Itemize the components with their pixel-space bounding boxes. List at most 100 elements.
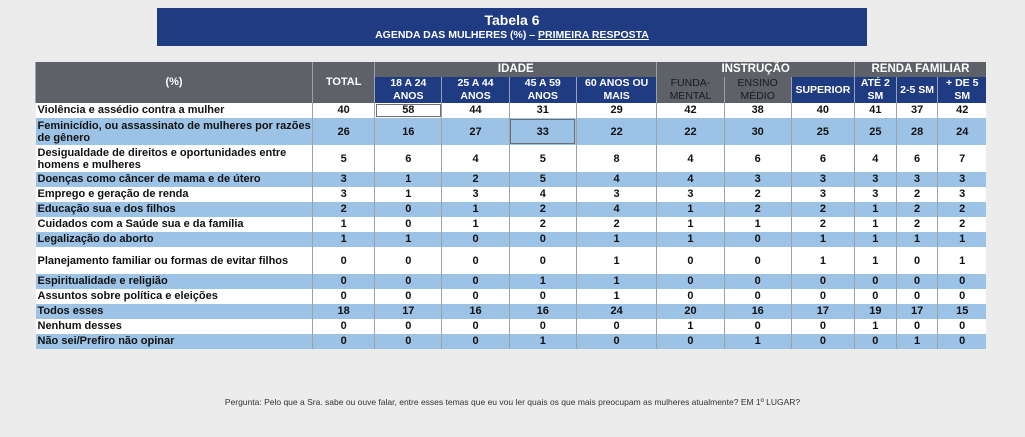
cell-value: 1 — [723, 334, 792, 349]
cell-value: 3 — [937, 172, 986, 187]
cell-value: 58 — [374, 103, 442, 118]
cell-value: 42 — [937, 103, 986, 118]
cell-value: 1 — [508, 334, 577, 349]
cell-total: 0 — [312, 319, 375, 334]
cell-value: 4 — [508, 187, 577, 202]
cell-value: 0 — [895, 274, 938, 289]
cell-value: 0 — [853, 334, 897, 349]
cell-value: 0 — [656, 334, 725, 349]
cell-value: 44 — [441, 103, 510, 118]
cell-total: 0 — [312, 274, 375, 289]
table-row: Todos esses 18 17 16 16 24 20 16 17 19 17 15 — [35, 304, 986, 319]
cell-value: 22 — [656, 118, 725, 145]
cell-total: 3 — [312, 172, 375, 187]
cell-value: 2 — [723, 202, 792, 217]
cell-value: 1 — [508, 274, 577, 289]
cell-value: 1 — [790, 232, 855, 247]
cell-value: 1 — [374, 172, 442, 187]
cell-value: 8 — [575, 145, 657, 172]
cell-value: 0 — [374, 319, 442, 334]
table-row: Violência e assédio contra a mulher 40 58 4… — [35, 103, 986, 118]
col-ensino-medio: ENSINO MÉDIO — [723, 77, 792, 103]
cell-total: 0 — [312, 247, 375, 274]
col-fundamental: FUNDA-MENTAL — [656, 77, 725, 103]
cell-value: 5 — [508, 145, 577, 172]
cell-value: 2 — [895, 187, 938, 202]
cell-value: 4 — [853, 145, 897, 172]
cell-value: 0 — [441, 319, 510, 334]
cell-value: 0 — [937, 334, 986, 349]
cell-value: 0 — [723, 274, 792, 289]
cell-value: 19 — [853, 304, 897, 319]
cell-value: 1 — [656, 232, 725, 247]
row-label: Planejamento familiar ou formas de evita… — [35, 247, 313, 274]
subtitle-prefix: AGENDA DAS MULHERES (%) – — [375, 29, 539, 41]
row-label: Cuidados com a Saúde sua e da família — [35, 217, 313, 232]
cell-value: 3 — [853, 172, 897, 187]
cell-value: 0 — [895, 289, 938, 304]
cell-value: 1 — [656, 202, 725, 217]
cell-value: 3 — [790, 172, 855, 187]
col-ate-2sm: ATÉ 2 SM — [853, 77, 897, 103]
table-row: Legalização do aborto 1 1 0 0 1 1 0 1 1 1 1 — [35, 232, 986, 247]
cell-value: 3 — [853, 187, 897, 202]
cell-value: 2 — [790, 202, 855, 217]
cell-value: 38 — [723, 103, 792, 118]
table-row: Assuntos sobre política e eleições 0 0 0 0 1 0… — [35, 289, 986, 304]
cell-value: 3 — [723, 172, 792, 187]
cell-value: 1 — [853, 202, 897, 217]
cell-value: 40 — [790, 103, 855, 118]
cell-value: 2 — [723, 187, 792, 202]
cell-value: 3 — [575, 187, 657, 202]
cell-value: 0 — [508, 319, 577, 334]
cell-value: 2 — [508, 202, 577, 217]
cell-value: 42 — [656, 103, 725, 118]
row-label: Espiritualidade e religião — [35, 274, 313, 289]
cell-value: 4 — [441, 145, 510, 172]
cell-value: 16 — [508, 304, 577, 319]
cell-value: 0 — [723, 232, 792, 247]
cell-value: 4 — [575, 172, 657, 187]
cell-value: 2 — [895, 217, 938, 232]
cell-value: 1 — [790, 247, 855, 274]
cell-value: 1 — [853, 217, 897, 232]
cell-value: 6 — [723, 145, 792, 172]
cell-value: 16 — [374, 118, 442, 145]
cell-value: 1 — [374, 187, 442, 202]
cell-value: 0 — [575, 319, 657, 334]
cell-value: 17 — [790, 304, 855, 319]
cell-value: 0 — [895, 247, 938, 274]
cell-value: 31 — [508, 103, 577, 118]
cell-value: 0 — [441, 232, 510, 247]
cell-value: 0 — [656, 247, 725, 274]
cell-value: 1 — [723, 217, 792, 232]
agenda-table: (%) TOTAL IDADE INSTRUÇÃO RENDA FAMILIAR… — [34, 62, 986, 349]
cell-value: 1 — [441, 217, 510, 232]
cell-value: 1 — [853, 232, 897, 247]
cell-total: 1 — [312, 217, 375, 232]
cell-value: 0 — [937, 289, 986, 304]
table-title: Tabela 6 — [484, 12, 540, 28]
cell-value: 0 — [790, 319, 855, 334]
row-label: Todos esses — [35, 304, 313, 319]
cell-value: 0 — [508, 232, 577, 247]
col-superior: SUPERIOR — [790, 77, 855, 103]
cell-value: 5 — [508, 172, 577, 187]
cell-value: 28 — [895, 118, 938, 145]
cell-value: 30 — [723, 118, 792, 145]
table-row: Doenças como câncer de mama e de útero 3 1… — [35, 172, 986, 187]
cell-value: 24 — [937, 118, 986, 145]
cell-value: 0 — [508, 289, 577, 304]
cell-value: 1 — [575, 274, 657, 289]
cell-value: 1 — [895, 232, 938, 247]
cell-value: 0 — [937, 319, 986, 334]
cell-value: 2 — [575, 217, 657, 232]
cell-value: 1 — [853, 247, 897, 274]
cell-value: 4 — [656, 172, 725, 187]
cell-value: 0 — [441, 247, 510, 274]
cell-value: 1 — [374, 232, 442, 247]
row-label: Desigualdade de direitos e oportunidades… — [35, 145, 313, 172]
row-label: Nenhum desses — [35, 319, 313, 334]
cell-value: 3 — [656, 187, 725, 202]
row-label: Feminicídio, ou assassinato de mulheres … — [35, 118, 313, 145]
